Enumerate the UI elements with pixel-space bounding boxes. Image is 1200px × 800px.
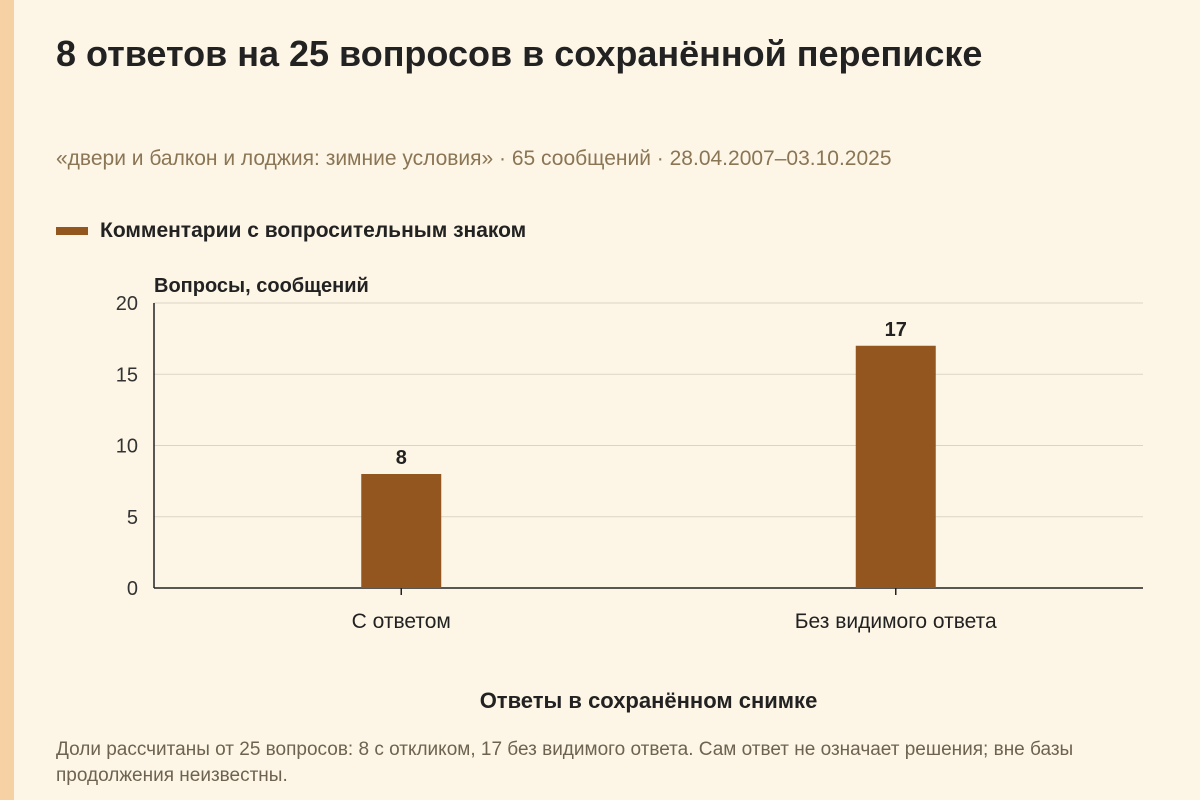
y-tick-label: 10 bbox=[116, 436, 138, 458]
y-tick-label: 0 bbox=[127, 578, 138, 600]
x-tick-label: Без видимого ответа bbox=[795, 610, 997, 633]
chart-subtitle: «двери и балкон и лоджия: зимние условия… bbox=[56, 147, 892, 170]
data-label: 17 bbox=[885, 319, 907, 341]
legend: Комментарии с вопросительным знаком bbox=[56, 219, 526, 243]
data-label: 8 bbox=[396, 447, 407, 469]
x-tick-label: С ответом bbox=[352, 610, 451, 633]
legend-swatch bbox=[56, 227, 88, 235]
bar bbox=[855, 345, 936, 588]
y-tick-label: 15 bbox=[116, 364, 138, 386]
left-accent-stripe bbox=[0, 0, 14, 800]
y-tick-label: 5 bbox=[127, 507, 138, 529]
y-tick-label: 20 bbox=[116, 293, 138, 315]
x-axis-label: Ответы в сохранённом снимке bbox=[480, 688, 818, 713]
footnote: Доли рассчитаны от 25 вопросов: 8 с откл… bbox=[56, 739, 1074, 786]
y-axis-label: Вопросы, сообщений bbox=[154, 275, 369, 297]
bar bbox=[361, 474, 442, 588]
legend-label: Комментарии с вопросительным знаком bbox=[100, 219, 527, 242]
chart-title: 8 ответов на 25 вопросов в сохранённой п… bbox=[56, 33, 983, 74]
